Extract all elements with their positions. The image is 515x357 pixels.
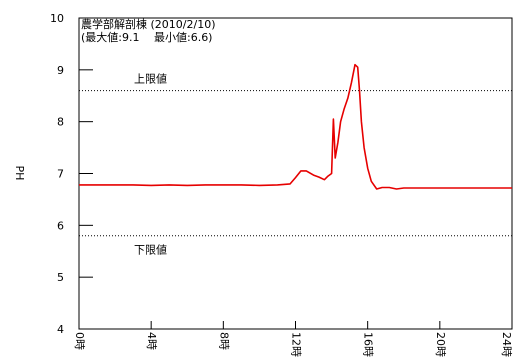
chart-subtitle: (最大値:9.1 最小値:6.6) (81, 30, 212, 44)
y-axis-label: PH (13, 166, 26, 181)
y-tick-label: 9 (57, 64, 64, 77)
x-tick-label: 24時 (500, 332, 513, 357)
plot-frame (78, 17, 513, 330)
y-tick-label: 7 (57, 168, 64, 181)
y-tick-label: 8 (57, 116, 64, 129)
x-tick-label: 20時 (434, 332, 447, 357)
series-group (79, 63, 512, 190)
x-tick-label: 4時 (145, 332, 158, 350)
x-axis: 0時 4時 8時 12時 16時 20時 24時 (73, 321, 513, 357)
x-tick-label: 12時 (290, 332, 303, 357)
series-line (79, 63, 512, 190)
y-axis: 4 5 6 7 8 9 10 (50, 12, 93, 336)
y-tick-label: 5 (57, 271, 64, 284)
y-tick-label: 6 (57, 219, 64, 232)
chart-title: 農学部解剖棟 (2010/2/10) (81, 17, 215, 31)
x-tick-label: 8時 (217, 332, 230, 350)
y-tick-label: 10 (50, 12, 64, 25)
reference-line-label: 上限値 (134, 73, 167, 86)
y-tick-label: 4 (57, 323, 64, 336)
x-tick-label: 16時 (362, 332, 375, 357)
x-tick-label: 0時 (73, 332, 86, 350)
reference-line-label: 下限値 (134, 244, 167, 257)
